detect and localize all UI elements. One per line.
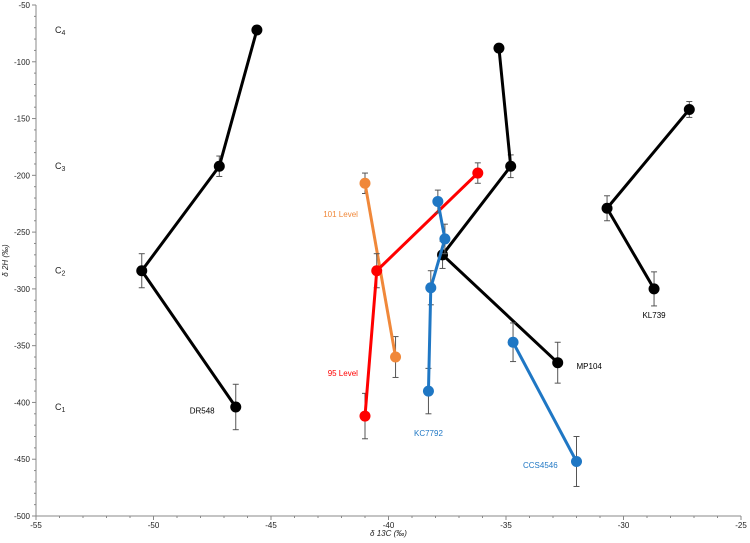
y-tick-label: -200 <box>14 171 31 180</box>
data-point <box>507 336 519 348</box>
y-tick-label: -100 <box>14 58 31 67</box>
series-line <box>426 201 447 392</box>
series-kl739 <box>601 101 695 307</box>
x-tick-label: -45 <box>265 521 277 530</box>
data-point <box>648 283 660 295</box>
series-line <box>140 29 259 408</box>
data-point <box>371 265 383 277</box>
series-label: DR548 <box>190 406 215 415</box>
y-tick-label: -500 <box>14 512 31 521</box>
x-axis-title: δ 13C (‰) <box>370 529 407 538</box>
data-point <box>571 455 582 467</box>
data-point <box>472 167 484 179</box>
series-label: CCS4546 <box>523 461 558 470</box>
data-point <box>601 202 613 214</box>
series-ccs4546 <box>507 322 582 487</box>
data-point <box>359 410 371 422</box>
data-point <box>422 385 434 397</box>
series-line <box>441 48 559 364</box>
series-label: 101 Level <box>323 210 358 219</box>
series-group <box>136 24 695 487</box>
stage-label: C1 <box>55 402 66 414</box>
series-label: KC7792 <box>414 429 443 438</box>
series-mp104 <box>437 42 564 384</box>
y-tick-label: -50 <box>18 1 30 10</box>
y-tick-label: -300 <box>14 285 31 294</box>
stage-label: C3 <box>55 161 66 173</box>
y-tick-label: -150 <box>14 115 31 124</box>
y-tick-label: -400 <box>14 398 31 407</box>
data-point <box>505 160 517 172</box>
data-point <box>552 357 564 369</box>
data-point <box>432 195 444 207</box>
series-line <box>605 108 691 290</box>
series-95-level <box>359 162 484 440</box>
x-tick-label: -35 <box>500 521 512 530</box>
data-point <box>213 160 225 172</box>
series-line <box>363 171 479 417</box>
y-tick-label: -250 <box>14 228 31 237</box>
x-tick-label: -55 <box>30 521 42 530</box>
data-point <box>683 103 695 115</box>
series-101-level <box>359 172 402 378</box>
x-tick-label: -50 <box>148 521 160 530</box>
x-tick-label: -30 <box>618 521 630 530</box>
data-point <box>251 24 263 36</box>
series-label: KL739 <box>642 311 666 320</box>
y-axis-title: δ 2H (‰) <box>1 244 10 277</box>
y-tick-label: -450 <box>14 455 31 464</box>
series-kc7792 <box>422 189 451 415</box>
data-point <box>493 42 505 54</box>
data-point <box>359 177 371 189</box>
stage-labels: C4 C3 C2 C1 <box>55 25 66 414</box>
data-point <box>136 265 148 277</box>
axes: -50-100-150-200-250-300-350-400-450-500-… <box>14 1 747 530</box>
series-label: MP104 <box>577 362 603 371</box>
series-dr548 <box>136 24 263 431</box>
series-labels: DR548 MP104 KL739 101 Level 95 Level KC7792 CC… <box>190 210 666 470</box>
data-point <box>439 233 451 245</box>
data-point <box>230 401 242 413</box>
series-line <box>511 341 578 463</box>
data-point <box>425 282 437 294</box>
series-label: 95 Level <box>328 369 358 378</box>
data-point <box>390 351 402 363</box>
stage-label: C4 <box>55 25 66 37</box>
stage-label: C2 <box>55 266 66 278</box>
x-tick-label: -25 <box>735 521 747 530</box>
y-tick-label: -350 <box>14 342 31 351</box>
x-tick-label: -40 <box>383 521 395 530</box>
